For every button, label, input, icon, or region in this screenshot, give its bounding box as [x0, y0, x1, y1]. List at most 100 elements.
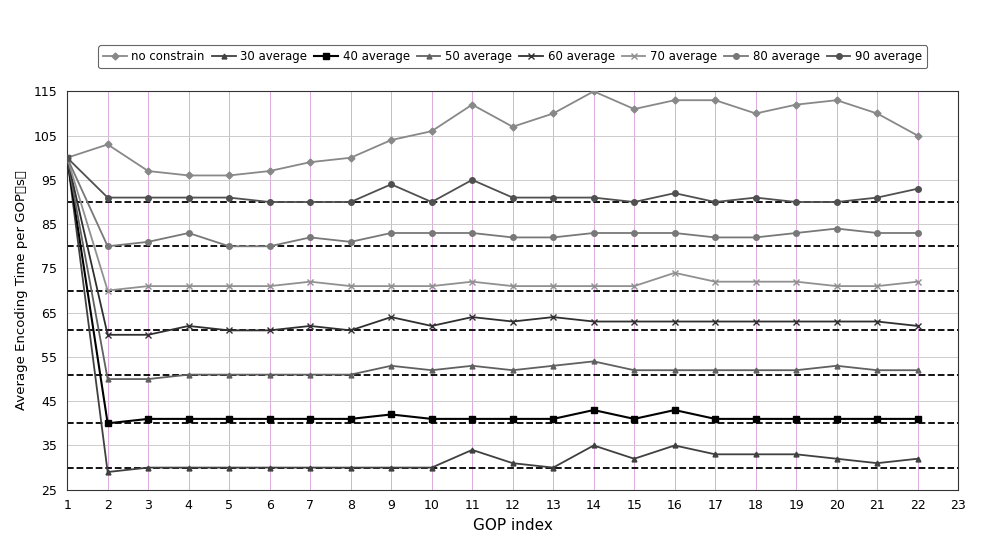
- 40 average: [61, 155, 73, 161]
- 80 average: [871, 230, 883, 236]
- 70 average: [628, 283, 640, 289]
- no constrain: [102, 141, 114, 148]
- 90 average: [790, 199, 802, 206]
- no constrain: [426, 128, 438, 134]
- X-axis label: GOP index: GOP index: [473, 518, 553, 533]
- 50 average: [628, 367, 640, 374]
- 40 average: [385, 411, 397, 418]
- 90 average: [709, 199, 721, 206]
- 80 average: [588, 230, 600, 236]
- no constrain: [385, 137, 397, 144]
- 70 average: [61, 155, 73, 161]
- 50 average: [871, 367, 883, 374]
- 40 average: [669, 407, 681, 413]
- 60 average: [750, 318, 762, 325]
- 60 average: [466, 314, 478, 321]
- 40 average: [264, 415, 276, 422]
- 30 average: [102, 469, 114, 475]
- 60 average: [831, 318, 843, 325]
- 50 average: [102, 376, 114, 383]
- 80 average: [790, 230, 802, 236]
- 90 average: [912, 185, 924, 192]
- no constrain: [709, 97, 721, 104]
- 30 average: [304, 464, 316, 471]
- 30 average: [264, 464, 276, 471]
- 70 average: [183, 283, 195, 289]
- 70 average: [831, 283, 843, 289]
- 40 average: [223, 415, 235, 422]
- Line: 40 average: 40 average: [64, 155, 921, 426]
- Line: 60 average: 60 average: [64, 155, 920, 338]
- 90 average: [345, 199, 357, 206]
- 40 average: [547, 415, 559, 422]
- Line: 70 average: 70 average: [64, 155, 920, 293]
- 60 average: [426, 323, 438, 329]
- 80 average: [61, 155, 73, 161]
- 60 average: [709, 318, 721, 325]
- 30 average: [871, 460, 883, 466]
- 80 average: [142, 238, 154, 245]
- 60 average: [264, 327, 276, 334]
- 50 average: [61, 155, 73, 161]
- 90 average: [871, 195, 883, 201]
- 30 average: [183, 464, 195, 471]
- 80 average: [750, 234, 762, 241]
- no constrain: [264, 168, 276, 174]
- 60 average: [628, 318, 640, 325]
- no constrain: [466, 101, 478, 108]
- 80 average: [426, 230, 438, 236]
- no constrain: [142, 168, 154, 174]
- 50 average: [466, 362, 478, 369]
- 80 average: [831, 225, 843, 232]
- 60 average: [102, 332, 114, 338]
- 60 average: [547, 314, 559, 321]
- 70 average: [709, 278, 721, 285]
- 90 average: [588, 195, 600, 201]
- 80 average: [628, 230, 640, 236]
- Line: 90 average: 90 average: [64, 155, 920, 205]
- 90 average: [466, 176, 478, 183]
- 90 average: [750, 195, 762, 201]
- 30 average: [426, 464, 438, 471]
- 80 average: [912, 230, 924, 236]
- 30 average: [547, 464, 559, 471]
- 90 average: [304, 199, 316, 206]
- Line: 50 average: 50 average: [65, 155, 920, 381]
- 80 average: [345, 238, 357, 245]
- 70 average: [264, 283, 276, 289]
- Legend: no constrain, 30 average, 40 average, 50 average, 60 average, 70 average, 80 ave: no constrain, 30 average, 40 average, 50…: [98, 45, 927, 68]
- no constrain: [61, 155, 73, 161]
- 70 average: [345, 283, 357, 289]
- 90 average: [223, 195, 235, 201]
- 50 average: [385, 362, 397, 369]
- 60 average: [507, 318, 519, 325]
- no constrain: [831, 97, 843, 104]
- 50 average: [750, 367, 762, 374]
- 70 average: [385, 283, 397, 289]
- 60 average: [871, 318, 883, 325]
- 80 average: [304, 234, 316, 241]
- no constrain: [547, 110, 559, 117]
- no constrain: [304, 159, 316, 165]
- 30 average: [750, 451, 762, 458]
- 80 average: [102, 243, 114, 249]
- 90 average: [102, 195, 114, 201]
- 60 average: [912, 323, 924, 329]
- 50 average: [264, 372, 276, 378]
- 50 average: [588, 358, 600, 364]
- 70 average: [750, 278, 762, 285]
- 50 average: [426, 367, 438, 374]
- 30 average: [831, 455, 843, 462]
- 90 average: [142, 195, 154, 201]
- 30 average: [790, 451, 802, 458]
- 30 average: [507, 460, 519, 466]
- no constrain: [588, 88, 600, 95]
- 70 average: [466, 278, 478, 285]
- 30 average: [61, 155, 73, 161]
- no constrain: [507, 123, 519, 130]
- no constrain: [669, 97, 681, 104]
- 60 average: [588, 318, 600, 325]
- 40 average: [709, 415, 721, 422]
- 30 average: [709, 451, 721, 458]
- 70 average: [507, 283, 519, 289]
